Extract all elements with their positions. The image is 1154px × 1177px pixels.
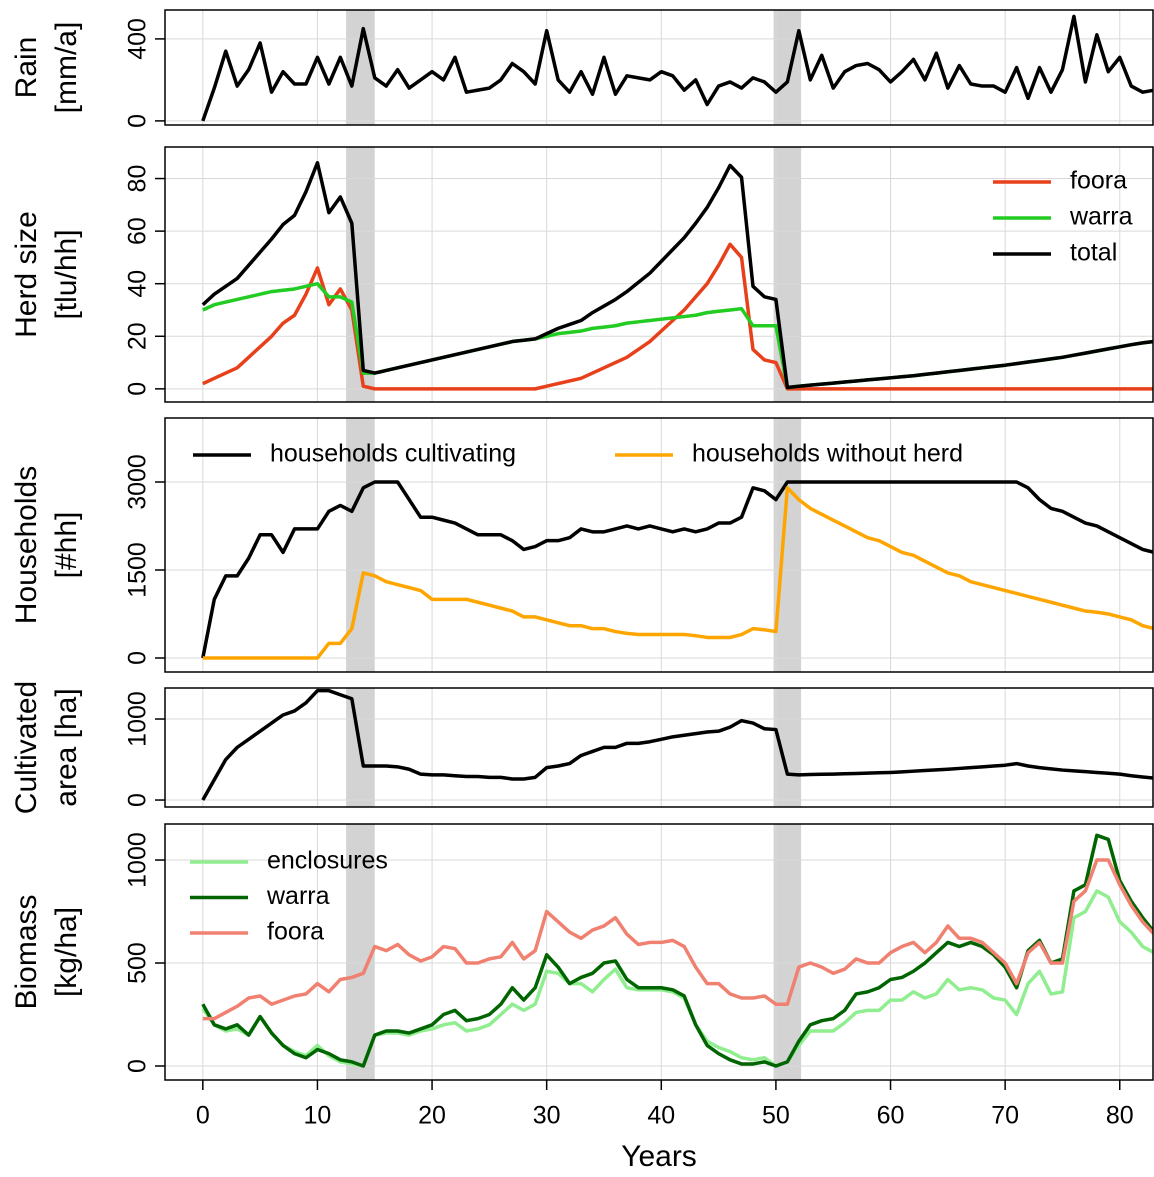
legend-label: foora bbox=[1070, 167, 1127, 195]
plot-area bbox=[165, 10, 1153, 125]
y-axis-label: Households bbox=[10, 466, 43, 624]
y-tick-label: 60 bbox=[124, 217, 152, 245]
y-axis-label: Rain bbox=[10, 37, 43, 99]
y-tick-label: 20 bbox=[124, 322, 152, 350]
shaded-period bbox=[346, 824, 375, 1080]
y-axis-label: Herd size bbox=[10, 211, 43, 338]
x-tick-label: 80 bbox=[1106, 1102, 1134, 1130]
y-tick-label: 1000 bbox=[124, 832, 152, 888]
series-line bbox=[202, 858, 1153, 1021]
legend-label: warra bbox=[266, 882, 330, 910]
series-line bbox=[201, 688, 1153, 801]
shaded-period bbox=[773, 10, 802, 125]
y-axis-label: Biomass bbox=[10, 894, 43, 1009]
shaded-period bbox=[773, 147, 802, 402]
y-tick-label: 1500 bbox=[124, 542, 152, 598]
plot-area bbox=[165, 824, 1153, 1080]
y-tick-label: 40 bbox=[124, 270, 152, 298]
series-line bbox=[202, 281, 1153, 390]
y-axis-label: [mm/a] bbox=[50, 22, 83, 114]
legend-label: enclosures bbox=[267, 847, 388, 875]
series-line bbox=[202, 242, 1153, 391]
x-tick-label: 70 bbox=[991, 1102, 1019, 1130]
series-line bbox=[202, 486, 1153, 660]
y-tick-label: 0 bbox=[124, 382, 152, 396]
plot-frame bbox=[164, 687, 1154, 808]
series-line bbox=[201, 480, 1153, 659]
series-line bbox=[201, 833, 1153, 1068]
y-tick-label: 3000 bbox=[124, 454, 152, 510]
x-axis-label: Years bbox=[621, 1140, 697, 1173]
x-tick-label: 60 bbox=[877, 1102, 905, 1130]
legend-label: foora bbox=[267, 918, 324, 946]
plot-area bbox=[165, 688, 1153, 807]
legend-label: total bbox=[1070, 239, 1117, 267]
x-tick-label: 10 bbox=[304, 1102, 332, 1130]
y-tick-label: 400 bbox=[124, 18, 152, 60]
y-axis-label: [tlu/hh] bbox=[50, 229, 83, 319]
y-tick-label: 1000 bbox=[124, 691, 152, 747]
plot-frame bbox=[164, 9, 1154, 126]
legend-label: warra bbox=[1069, 203, 1133, 231]
y-axis-label: Cultivated bbox=[10, 681, 43, 814]
y-tick-label: 0 bbox=[124, 793, 152, 807]
x-tick-label: 20 bbox=[418, 1102, 446, 1130]
y-tick-label: 0 bbox=[124, 1059, 152, 1073]
y-tick-label: 500 bbox=[124, 942, 152, 984]
legend-label: households without herd bbox=[692, 440, 963, 468]
y-axis-label: [#hh] bbox=[50, 512, 83, 579]
y-axis-label: area [ha] bbox=[50, 688, 83, 806]
shaded-period bbox=[773, 824, 802, 1080]
y-tick-label: 0 bbox=[124, 114, 152, 128]
legend-label: households cultivating bbox=[270, 440, 516, 468]
y-axis-label: [kg/ha] bbox=[50, 907, 83, 997]
shaded-period bbox=[773, 688, 802, 807]
plot-frame bbox=[164, 417, 1154, 673]
x-tick-label: 0 bbox=[196, 1102, 210, 1130]
x-tick-label: 50 bbox=[762, 1102, 790, 1130]
series-line bbox=[201, 14, 1153, 122]
series-line bbox=[201, 161, 1153, 390]
plot-frame bbox=[164, 823, 1154, 1081]
y-tick-label: 0 bbox=[124, 651, 152, 665]
plot-area bbox=[165, 147, 1153, 402]
x-tick-label: 40 bbox=[647, 1102, 675, 1130]
shaded-period bbox=[773, 418, 802, 672]
plot-area bbox=[165, 418, 1153, 672]
plot-frame bbox=[164, 146, 1154, 403]
shaded-period bbox=[346, 10, 375, 125]
y-tick-label: 80 bbox=[124, 165, 152, 193]
x-tick-label: 30 bbox=[533, 1102, 561, 1130]
